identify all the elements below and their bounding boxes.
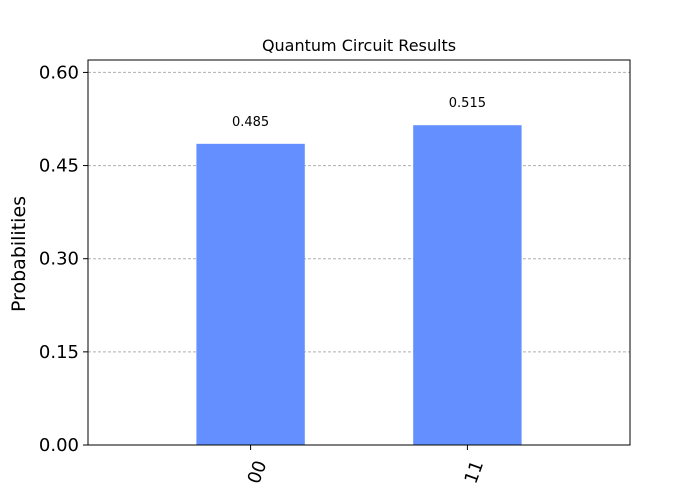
plot-frame xyxy=(87,59,631,446)
x-tick-label-11: 11 xyxy=(461,458,489,487)
chart-title: Quantum Circuit Results xyxy=(262,36,456,55)
x-tick-label-00: 00 xyxy=(244,458,272,487)
bars-layer xyxy=(196,125,522,446)
y-tick-label: 0.60 xyxy=(39,62,79,83)
bar-11 xyxy=(413,125,522,446)
axes-layer xyxy=(87,59,631,446)
y-tick-label: 0.45 xyxy=(39,156,79,177)
bar-00 xyxy=(196,143,305,446)
y-tick-label: 0.00 xyxy=(39,435,79,456)
y-axis-label: Probabilities xyxy=(8,196,30,312)
y-tick-label: 0.15 xyxy=(39,342,79,363)
data-label-11: 0.515 xyxy=(449,96,486,111)
data-labels-layer: 0.485 0.515 xyxy=(232,96,486,130)
grid-layer xyxy=(88,71,630,353)
x-ticks-layer: 00 11 xyxy=(244,445,488,487)
y-ticks-layer: 0.00 0.15 0.30 0.45 0.60 xyxy=(39,62,88,456)
y-tick-label: 0.30 xyxy=(39,249,79,270)
data-label-00: 0.485 xyxy=(232,115,269,130)
